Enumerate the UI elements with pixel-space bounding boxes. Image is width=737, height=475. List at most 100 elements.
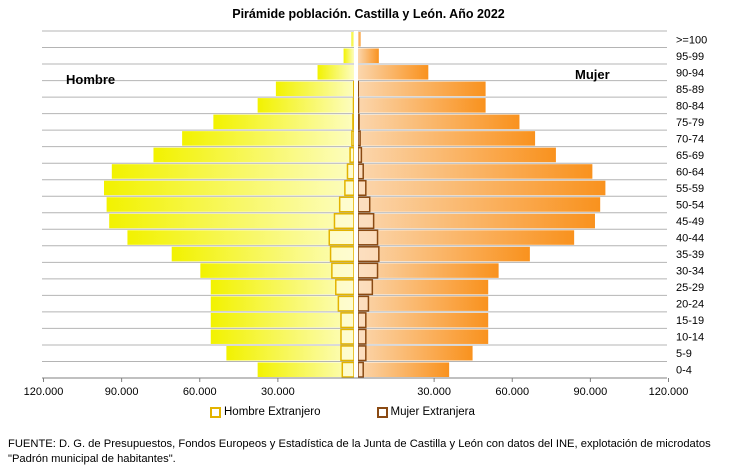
category-label: 45-49: [676, 216, 704, 228]
bar-mujer-extranjera-0-4: [357, 361, 364, 378]
bar-hombre-extranjero-25-29: [335, 279, 355, 296]
category-label: 85-89: [676, 84, 704, 96]
bar-mujer->=100: [358, 32, 361, 47]
bar-hombre-5-9: [226, 345, 354, 361]
bar-hombre-extranjero-70-74: [351, 130, 355, 147]
category-label: 40-44: [676, 233, 704, 245]
bar-hombre-extranjero-15-19: [340, 312, 355, 329]
x-tick-label: 60.000: [183, 386, 217, 398]
bar-hombre-extranjero-80-84: [352, 97, 355, 114]
bar-mujer-extranjera-80-84: [357, 97, 360, 114]
bar-mujer-extranjera-40-44: [357, 229, 379, 246]
bar-hombre-40-44: [127, 230, 354, 245]
bar-hombre-45-49: [109, 213, 354, 229]
bar-mujer-75-79: [358, 114, 520, 130]
bar-hombre-75-79: [213, 114, 354, 130]
bar-mujer-extranjera-60-64: [357, 163, 364, 180]
bar-mujer-extranjera-70-74: [357, 130, 361, 147]
bar-hombre-extranjero-75-79: [352, 113, 355, 130]
bar-mujer-5-9: [358, 345, 473, 361]
bar-hombre-0-4: [257, 362, 354, 377]
category-label: 20-24: [676, 299, 704, 311]
bar-hombre-10-14: [210, 329, 354, 344]
bar-hombre-25-29: [210, 279, 354, 295]
legend-item-mujer-extranjera: Mujer Extranjera: [376, 406, 475, 418]
legend-label-mujer-extranjera: Mujer Extranjera: [390, 406, 475, 418]
bar-hombre-85-89: [275, 81, 354, 97]
category-label: 90-94: [676, 67, 704, 79]
bar-mujer-extranjera-15-19: [357, 312, 367, 329]
legend: Hombre Extranjero Mujer Extranjera: [210, 406, 475, 418]
x-tick-label: 60.000: [495, 386, 529, 398]
legend-swatch-hombre-extranjero: [210, 406, 221, 418]
bar-hombre-90-94: [317, 65, 354, 80]
bar-hombre-55-59: [104, 180, 354, 196]
category-label: 0-4: [676, 365, 692, 377]
bar-hombre-extranjero-10-14: [340, 328, 355, 345]
bar-mujer-extranjera-45-49: [357, 213, 375, 230]
bar-mujer-extranjera-75-79: [357, 113, 360, 130]
category-label: 60-64: [676, 166, 704, 178]
bar-mujer-45-49: [358, 213, 595, 229]
bar-mujer-25-29: [358, 279, 489, 295]
category-label: 65-69: [676, 150, 704, 162]
bar-hombre-20-24: [210, 296, 354, 311]
category-label: 5-9: [676, 348, 692, 360]
left-side-label: Hombre: [66, 72, 116, 87]
category-label: 55-59: [676, 183, 704, 195]
right-side-label: Mujer: [575, 67, 610, 82]
bar-mujer-50-54: [358, 197, 601, 212]
x-tick-label: 120.000: [24, 386, 64, 398]
bar-hombre-80-84: [257, 98, 354, 113]
bar-mujer-80-84: [358, 98, 486, 113]
category-label: 75-79: [676, 117, 704, 129]
x-tick-label: 90.000: [105, 386, 139, 398]
bar-hombre-extranjero-5-9: [340, 345, 355, 362]
category-label: 10-14: [676, 332, 704, 344]
bar-hombre-extranjero-0-4: [341, 361, 355, 378]
bar-mujer-95-99: [358, 48, 379, 64]
bar-mujer-extranjera-5-9: [357, 345, 367, 362]
bar-mujer-extranjera-25-29: [357, 279, 374, 296]
bar-hombre->=100: [351, 32, 354, 47]
bar-mujer-extranjera-35-39: [357, 246, 380, 263]
bar-hombre-60-64: [111, 164, 354, 179]
bar-mujer-extranjera-50-54: [357, 196, 371, 213]
bar-mujer-extranjera-65-69: [357, 146, 363, 163]
bar-hombre-extranjero-60-64: [346, 163, 355, 180]
category-label: 80-84: [676, 100, 704, 112]
category-label: 25-29: [676, 282, 704, 294]
bar-mujer-extranjera-20-24: [357, 295, 370, 312]
bar-hombre-50-54: [106, 197, 355, 212]
bar-mujer-extranjera-55-59: [357, 179, 367, 196]
bar-hombre-extranjero-35-39: [329, 246, 355, 263]
category-label: 30-34: [676, 266, 704, 278]
source-footnote: FUENTE: D. G. de Presupuestos, Fondos Eu…: [8, 438, 711, 465]
bar-mujer-85-89: [358, 81, 486, 97]
x-tick-label: 30.000: [417, 386, 451, 398]
x-tick-label: 120.000: [649, 386, 689, 398]
legend-swatch-mujer-extranjera: [376, 406, 388, 418]
bar-mujer-60-64: [358, 164, 593, 179]
bar-mujer-extranjera-10-14: [357, 328, 367, 345]
bar-hombre-95-99: [343, 48, 354, 64]
category-label: 50-54: [676, 200, 704, 212]
bar-mujer-65-69: [358, 147, 556, 163]
bar-mujer-35-39: [358, 246, 530, 262]
bar-mujer-55-59: [358, 180, 606, 196]
bar-hombre-15-19: [210, 312, 354, 328]
bar-hombre-extranjero-40-44: [328, 229, 355, 246]
bar-mujer-70-74: [358, 131, 536, 146]
bar-hombre-35-39: [171, 246, 354, 262]
bar-mujer-30-34: [358, 263, 499, 278]
bar-mujer-0-4: [358, 362, 450, 377]
chart-title: Pirámide población. Castilla y León. Año…: [232, 7, 505, 21]
bar-hombre-extranjero-45-49: [333, 213, 355, 230]
bar-mujer-15-19: [358, 312, 489, 328]
bar-hombre-30-34: [200, 263, 354, 278]
bar-hombre-70-74: [182, 131, 354, 146]
bar-hombre-extranjero-30-34: [331, 262, 355, 279]
category-label: 95-99: [676, 51, 704, 63]
center-divider: [354, 31, 358, 378]
